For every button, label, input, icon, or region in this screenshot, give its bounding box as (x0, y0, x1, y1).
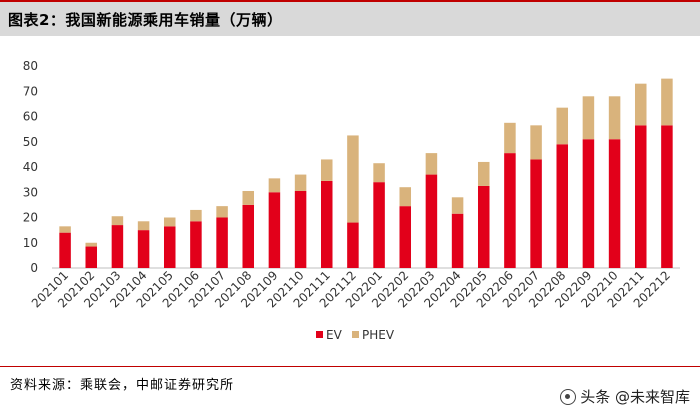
bar-ev-202210 (608, 139, 621, 268)
watermark-icon (560, 388, 577, 405)
bar-ev-202204 (451, 213, 464, 268)
bar-ev-202102 (85, 246, 98, 268)
bar-ev-202109 (268, 192, 281, 268)
source-note: 资料来源：乘联会，中邮证券研究所 (10, 378, 235, 393)
bar-ev-202105 (163, 226, 176, 268)
y-tick-label: 20 (23, 211, 38, 225)
bar-ev-202203 (425, 174, 438, 268)
bar-phev-202109 (268, 178, 281, 193)
y-tick-label: 70 (23, 84, 38, 98)
footer-divider (0, 366, 700, 367)
bar-phev-202101 (59, 226, 71, 233)
bar-ev-202205 (477, 185, 490, 268)
stacked-bar-chart: 0102030405060708020210120210220210320210… (23, 59, 680, 342)
bar-ev-202206 (504, 153, 516, 268)
bar-phev-202103 (111, 216, 124, 226)
bar-phev-202111 (320, 159, 333, 181)
bar-phev-202202 (399, 187, 412, 207)
legend-label-phev: PHEV (362, 328, 395, 342)
y-tick-label: 30 (23, 185, 38, 199)
y-tick-label: 10 (23, 236, 38, 250)
bar-ev-202112 (347, 222, 359, 268)
bar-phev-202105 (163, 217, 176, 227)
bar-phev-202106 (190, 209, 202, 222)
bar-ev-202111 (320, 180, 333, 268)
bar-phev-202205 (477, 161, 490, 186)
y-tick-label: 80 (23, 59, 38, 73)
bar-ev-202212 (661, 125, 673, 269)
bar-phev-202104 (137, 221, 150, 231)
bar-phev-202108 (242, 190, 255, 205)
y-tick-label: 0 (30, 261, 38, 275)
bar-ev-202211 (634, 125, 647, 269)
bar-ev-202107 (216, 217, 228, 268)
bar-phev-202107 (216, 206, 228, 218)
bar-phev-202204 (451, 197, 464, 214)
bar-phev-202211 (634, 83, 647, 126)
legend-label-ev: EV (326, 328, 343, 342)
y-tick-label: 40 (23, 160, 38, 174)
watermark: 头条 @未来智库 (560, 386, 690, 407)
legend-swatch-phev (352, 331, 359, 338)
chart-area: 0 10 20 30 40 50 60 70 80 202101 202102 202103 20210… (0, 40, 700, 360)
bar-ev-202103 (111, 225, 124, 268)
bar-ev-202110 (294, 190, 307, 268)
bar-ev-202208 (556, 144, 569, 268)
bar-phev-202203 (425, 153, 438, 175)
bar-phev-202112 (347, 135, 359, 223)
bar-phev-202212 (661, 78, 673, 126)
bar-phev-202207 (530, 125, 542, 160)
figure-title: 图表2：我国新能源乘用车销量（万辆） (8, 11, 283, 29)
y-tick-label: 50 (23, 135, 38, 149)
bar-phev-202210 (608, 96, 621, 140)
bar-phev-202208 (556, 107, 569, 145)
watermark-text: 头条 @未来智库 (580, 388, 690, 406)
bar-phev-202110 (294, 174, 307, 191)
bar-ev-202202 (399, 206, 412, 268)
bar-ev-202201 (373, 182, 385, 268)
y-tick-label: 60 (23, 110, 38, 124)
bar-phev-202102 (85, 242, 98, 247)
bar-phev-202201 (373, 163, 385, 183)
bar-ev-202209 (582, 139, 595, 268)
bar-ev-202104 (137, 230, 150, 268)
legend-swatch-ev (316, 331, 323, 338)
bar-phev-202209 (582, 96, 595, 140)
bar-ev-202106 (190, 221, 202, 268)
title-bar: 图表2：我国新能源乘用车销量（万辆） (0, 0, 700, 36)
bar-ev-202108 (242, 204, 255, 268)
bar-ev-202101 (59, 232, 71, 268)
bar-phev-202206 (504, 122, 516, 154)
bar-ev-202207 (530, 159, 542, 268)
